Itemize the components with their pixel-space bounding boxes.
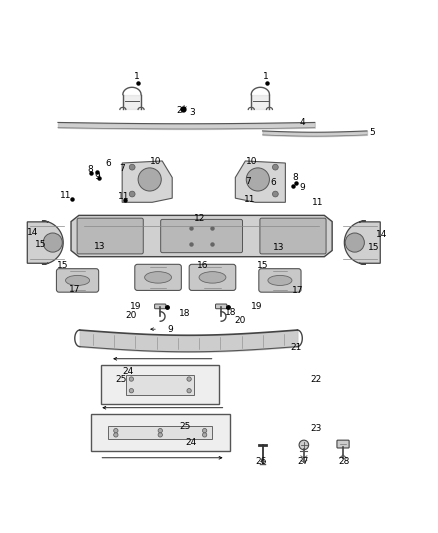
Circle shape xyxy=(129,164,135,170)
Text: 5: 5 xyxy=(369,128,375,137)
Text: 22: 22 xyxy=(311,375,321,384)
Ellipse shape xyxy=(199,272,226,283)
Polygon shape xyxy=(71,215,332,257)
Ellipse shape xyxy=(268,276,292,286)
Circle shape xyxy=(272,191,278,197)
Text: 10: 10 xyxy=(246,157,258,166)
Circle shape xyxy=(272,164,278,170)
Text: 15: 15 xyxy=(35,240,46,249)
Polygon shape xyxy=(344,221,380,264)
Circle shape xyxy=(129,377,134,381)
Polygon shape xyxy=(235,161,286,203)
Text: 19: 19 xyxy=(130,302,141,311)
Text: 19: 19 xyxy=(251,302,263,311)
Circle shape xyxy=(138,168,161,191)
Text: 16: 16 xyxy=(197,261,208,270)
Circle shape xyxy=(246,168,269,191)
Text: 4: 4 xyxy=(300,118,305,127)
FancyBboxPatch shape xyxy=(215,304,227,309)
Text: 17: 17 xyxy=(292,286,303,295)
Text: 11: 11 xyxy=(117,192,129,201)
Text: 6: 6 xyxy=(105,159,111,168)
Circle shape xyxy=(129,191,135,197)
Text: 12: 12 xyxy=(194,214,205,223)
Ellipse shape xyxy=(66,276,90,286)
Circle shape xyxy=(187,377,191,381)
Text: 23: 23 xyxy=(311,424,322,433)
Text: 24: 24 xyxy=(185,438,196,447)
Polygon shape xyxy=(27,221,63,264)
Text: 18: 18 xyxy=(179,309,191,318)
Text: 17: 17 xyxy=(69,285,80,294)
FancyBboxPatch shape xyxy=(161,220,243,253)
Text: 6: 6 xyxy=(271,177,276,187)
Text: 25: 25 xyxy=(179,422,191,431)
Bar xyxy=(108,426,212,439)
Bar xyxy=(126,375,194,395)
Text: 11: 11 xyxy=(244,195,255,204)
Bar xyxy=(102,365,219,405)
Text: 26: 26 xyxy=(255,457,267,465)
Text: 18: 18 xyxy=(225,308,237,317)
Circle shape xyxy=(187,389,191,393)
Circle shape xyxy=(158,433,162,437)
Circle shape xyxy=(129,389,134,393)
Circle shape xyxy=(114,433,118,437)
FancyBboxPatch shape xyxy=(337,440,349,448)
Text: 24: 24 xyxy=(122,367,134,376)
Text: 11: 11 xyxy=(60,191,71,200)
Text: 8: 8 xyxy=(293,173,298,182)
Text: 28: 28 xyxy=(339,457,350,465)
Circle shape xyxy=(345,233,364,252)
FancyBboxPatch shape xyxy=(135,264,181,290)
Text: 3: 3 xyxy=(189,108,195,117)
FancyBboxPatch shape xyxy=(155,304,166,309)
Text: 20: 20 xyxy=(125,311,136,320)
Circle shape xyxy=(202,429,207,433)
Circle shape xyxy=(202,433,207,437)
Text: 7: 7 xyxy=(120,164,125,173)
Text: 15: 15 xyxy=(368,243,379,252)
FancyBboxPatch shape xyxy=(77,218,143,254)
Text: 13: 13 xyxy=(94,241,105,251)
Text: 27: 27 xyxy=(297,457,309,465)
Text: 15: 15 xyxy=(57,261,69,270)
Text: 9: 9 xyxy=(167,325,173,334)
Circle shape xyxy=(114,429,118,433)
Circle shape xyxy=(43,233,62,252)
Text: 10: 10 xyxy=(150,157,162,166)
Text: 14: 14 xyxy=(27,228,39,237)
Text: 1: 1 xyxy=(134,72,140,81)
FancyBboxPatch shape xyxy=(189,264,236,290)
Text: 9: 9 xyxy=(94,172,100,181)
Text: 21: 21 xyxy=(291,343,302,352)
Text: 25: 25 xyxy=(116,375,127,384)
FancyBboxPatch shape xyxy=(260,218,326,254)
Polygon shape xyxy=(122,161,172,203)
Text: 14: 14 xyxy=(376,230,387,239)
FancyBboxPatch shape xyxy=(259,269,301,292)
Text: 11: 11 xyxy=(312,198,324,207)
Text: 1: 1 xyxy=(263,72,268,81)
Bar xyxy=(91,414,230,451)
Text: 2: 2 xyxy=(177,106,182,115)
FancyBboxPatch shape xyxy=(57,269,99,292)
Text: 9: 9 xyxy=(300,183,305,192)
Circle shape xyxy=(158,429,162,433)
Text: 20: 20 xyxy=(234,316,246,325)
Ellipse shape xyxy=(145,272,172,283)
Text: 8: 8 xyxy=(88,165,93,174)
Circle shape xyxy=(299,440,309,450)
Text: 15: 15 xyxy=(257,261,268,270)
Text: 7: 7 xyxy=(245,177,251,186)
Text: 13: 13 xyxy=(273,243,285,252)
